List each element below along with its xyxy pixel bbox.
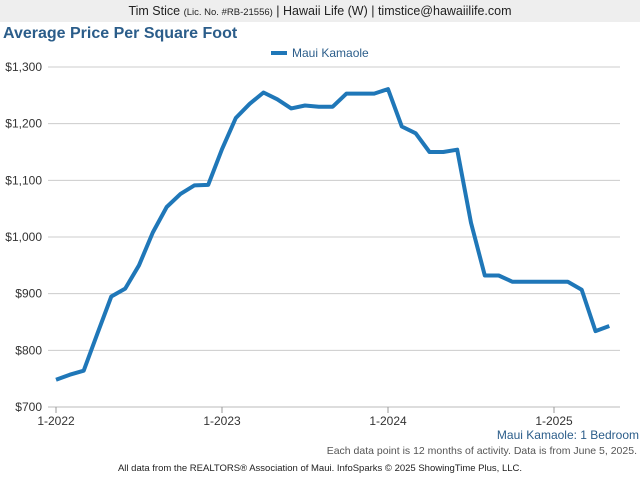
- data-point: [566, 280, 570, 284]
- agent-name: Tim Stice: [128, 4, 181, 18]
- y-tick-label: $1,100: [5, 173, 42, 187]
- footer-credit: All data from the REALTORS® Association …: [117, 463, 523, 474]
- data-point: [441, 150, 445, 154]
- data-point: [497, 274, 501, 278]
- data-point: [165, 205, 169, 209]
- license-number: (Lic. No. #RB-21556): [183, 7, 273, 18]
- data-point: [68, 373, 72, 377]
- data-point: [151, 230, 155, 234]
- legend-swatch: [271, 50, 287, 55]
- x-tick-label: 1-2022: [37, 414, 75, 428]
- data-point: [192, 183, 196, 187]
- data-point: [262, 91, 266, 95]
- data-point: [289, 106, 293, 110]
- data-point: [82, 369, 86, 373]
- data-point: [580, 288, 584, 292]
- y-tick-label: $1,200: [5, 117, 42, 131]
- y-tick-label: $1,300: [5, 60, 42, 74]
- chart-subtitle: Maui Kamaole: 1 Bedroom: [496, 428, 639, 442]
- data-point: [483, 274, 487, 278]
- data-point: [469, 221, 473, 225]
- data-point: [594, 329, 598, 333]
- y-tick-label: $900: [15, 287, 42, 301]
- data-point: [331, 105, 335, 109]
- data-point: [345, 92, 349, 96]
- data-point: [96, 331, 100, 335]
- data-point: [607, 324, 611, 328]
- data-point: [303, 104, 307, 108]
- data-point: [400, 125, 404, 129]
- chart-title: Average Price Per Square Foot: [3, 25, 238, 42]
- series-line: [55, 87, 610, 382]
- legend: Maui Kamaole: [271, 45, 369, 61]
- y-tick-label: $800: [15, 343, 42, 357]
- data-point: [428, 150, 432, 154]
- data-point: [317, 105, 321, 109]
- data-point: [109, 295, 113, 299]
- data-point: [248, 102, 252, 106]
- data-point: [54, 378, 58, 382]
- data-point: [372, 92, 376, 96]
- y-tick-label: $700: [15, 400, 42, 414]
- agent-header: Tim Stice (Lic. No. #RB-21556) | Hawaii …: [0, 0, 640, 22]
- agent-contact: | Hawaii Life (W) | timstice@hawaiilife.…: [276, 4, 512, 18]
- x-tick-label: 1-2025: [535, 414, 573, 428]
- data-point: [538, 280, 542, 284]
- x-tick-label: 1-2024: [369, 414, 407, 428]
- data-point: [358, 92, 362, 96]
- data-point: [220, 147, 224, 151]
- data-point: [234, 116, 238, 120]
- data-point: [179, 192, 183, 196]
- data-point: [275, 97, 279, 101]
- data-point: [386, 87, 390, 91]
- y-tick-label: $1,000: [5, 230, 42, 244]
- data-point: [524, 280, 528, 284]
- data-note: Each data point is 12 months of activity…: [326, 445, 637, 457]
- data-point: [123, 287, 127, 291]
- x-tick-label: 1-2023: [203, 414, 241, 428]
- data-point: [455, 148, 459, 152]
- data-point: [137, 263, 141, 267]
- data-point: [552, 280, 556, 284]
- data-point: [206, 183, 210, 187]
- legend-label: Maui Kamaole: [292, 46, 369, 60]
- data-point: [414, 131, 418, 135]
- data-point: [511, 280, 515, 284]
